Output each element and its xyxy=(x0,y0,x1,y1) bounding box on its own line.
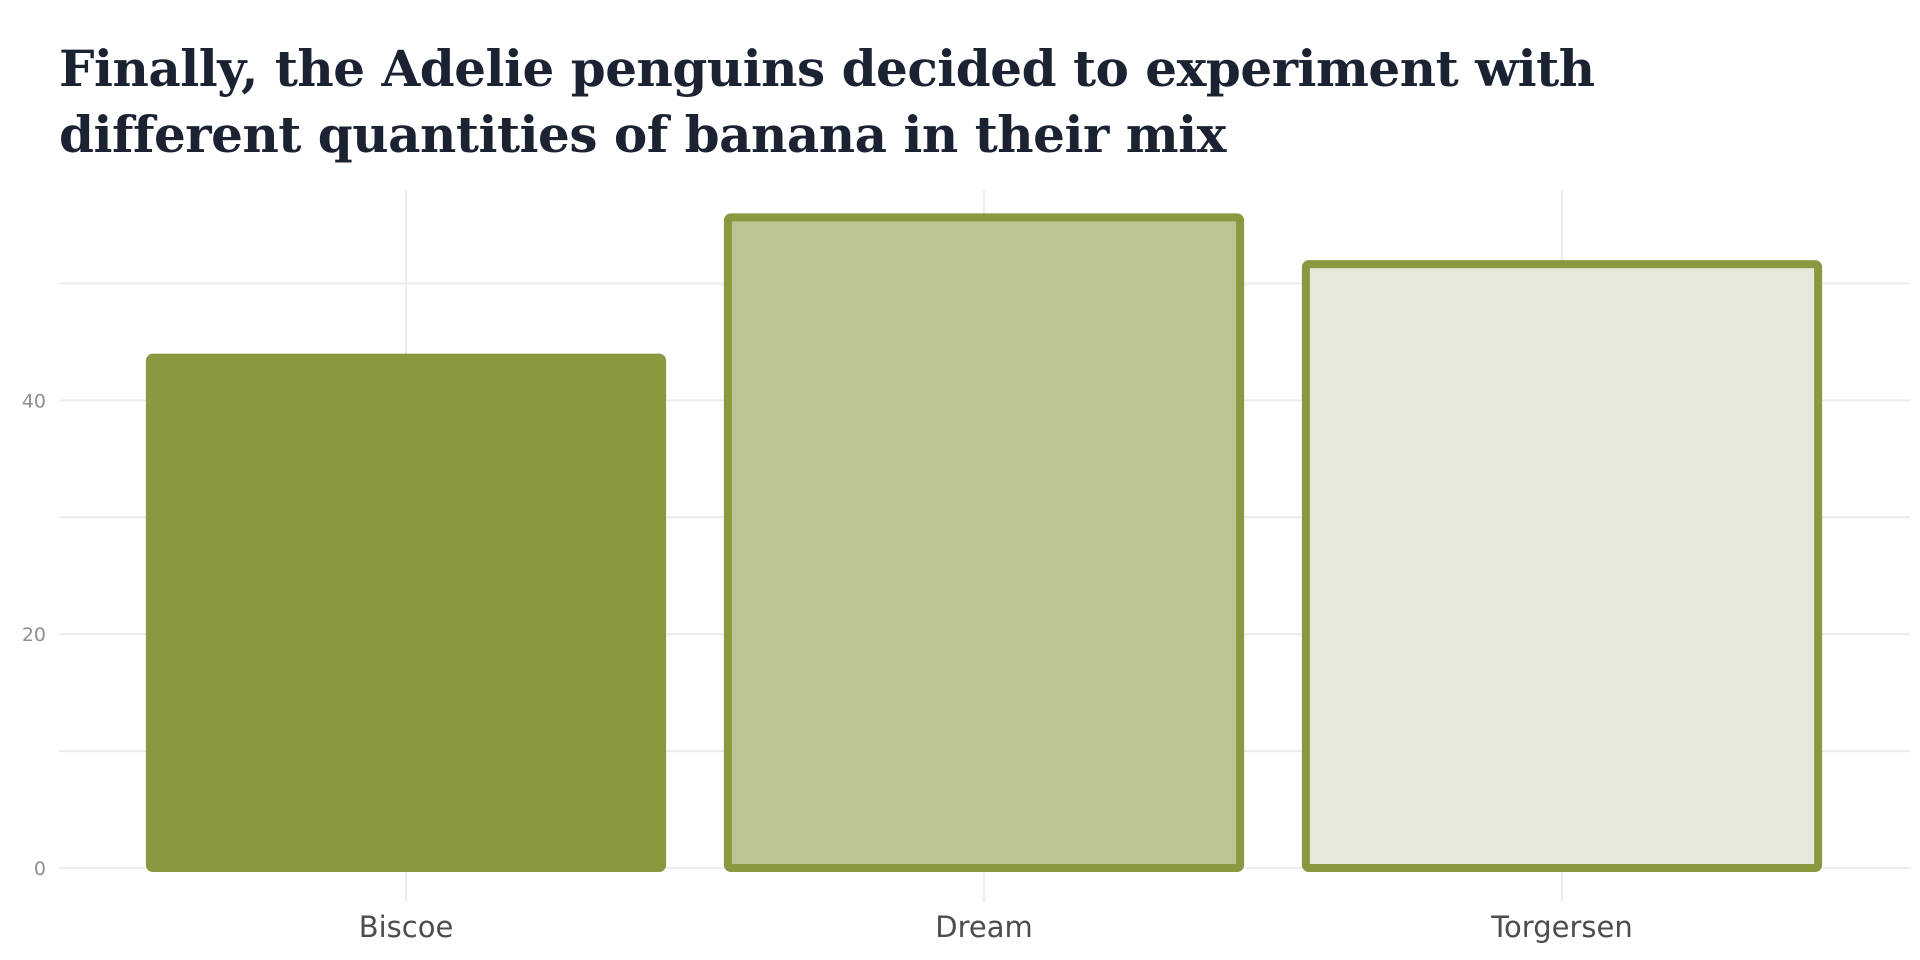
x-tick-label-torgersen: Torgersen xyxy=(1490,910,1632,944)
y-tick-label: 40 xyxy=(22,390,46,412)
x-tick-label-biscoe: Biscoe xyxy=(359,910,454,944)
bar-biscoe xyxy=(145,353,667,872)
y-tick-label: 0 xyxy=(34,858,46,880)
chart-title: Finally, the Adelie penguins decided to … xyxy=(59,39,1595,164)
bars xyxy=(145,213,1823,872)
y-axis-tick-labels: 0 20 40 xyxy=(22,390,46,880)
x-axis-tick-labels: Biscoe Dream Torgersen xyxy=(359,910,1633,944)
y-tick-label: 20 xyxy=(22,624,46,646)
bar-dream xyxy=(723,213,1245,872)
x-tick-label-dream: Dream xyxy=(935,910,1032,944)
bar-torgersen xyxy=(1301,260,1823,872)
